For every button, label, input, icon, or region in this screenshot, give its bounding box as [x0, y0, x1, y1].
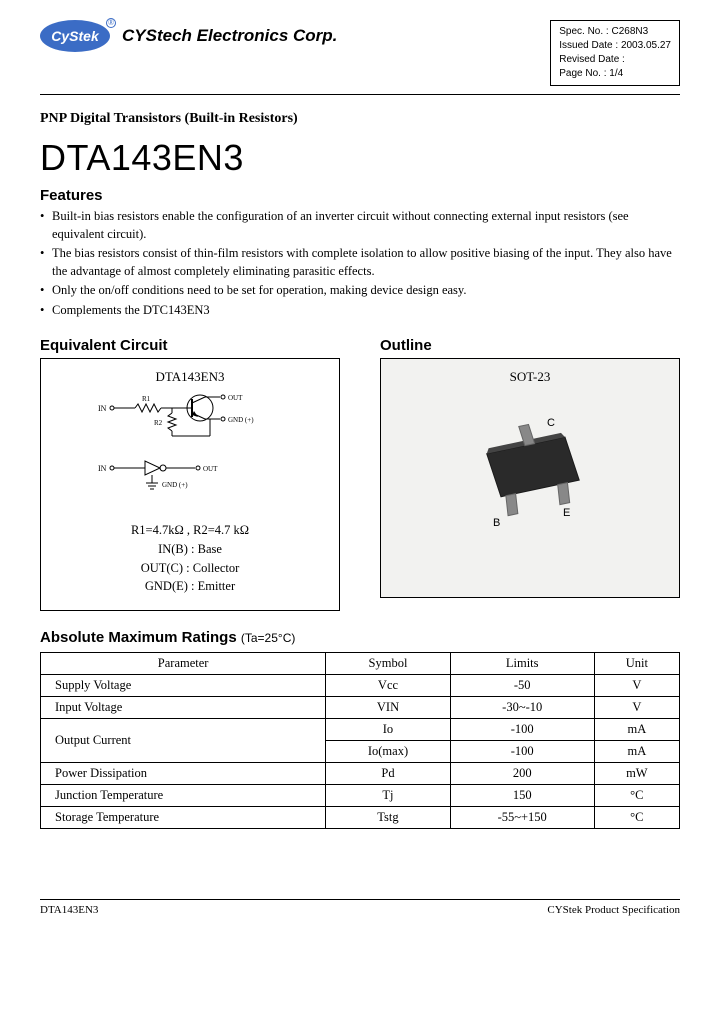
cell-symbol: Pd — [326, 763, 450, 785]
ratings-table: Parameter Symbol Limits Unit Supply Volt… — [40, 652, 680, 829]
page-label: Page No. : — [559, 68, 606, 79]
revised-label: Revised Date : — [559, 54, 625, 65]
equivalent-circuit-column: Equivalent Circuit DTA143EN3 IN R1 — [40, 337, 340, 611]
col-unit: Unit — [594, 653, 679, 675]
document-footer: DTA143EN3 CYStek Product Specification — [40, 899, 680, 916]
cell-param: Input Voltage — [41, 697, 326, 719]
package-title: SOT-23 — [391, 369, 669, 385]
page-value: 1/4 — [609, 68, 623, 79]
cell-unit: mA — [594, 719, 679, 741]
resistor-values: R1=4.7kΩ , R2=4.7 kΩ — [55, 521, 325, 540]
part-number: DTA143EN3 — [40, 137, 680, 179]
sot23-package-drawing: C B E — [455, 395, 605, 535]
cell-symbol: Tstg — [326, 807, 450, 829]
cell-unit: mA — [594, 741, 679, 763]
circuit-diagram: IN R1 OUT GND (+) — [90, 391, 290, 511]
spec-no-value: C268N3 — [611, 26, 648, 37]
pin-b-label: B — [493, 517, 500, 529]
company-logo: CyStek ® — [40, 20, 110, 52]
cell-symbol: Io(max) — [326, 741, 450, 763]
feature-item: Only the on/off conditions need to be se… — [40, 282, 680, 300]
footer-left: DTA143EN3 — [40, 904, 98, 916]
cell-limits: -30~-10 — [450, 697, 594, 719]
col-parameter: Parameter — [41, 653, 326, 675]
cell-unit: V — [594, 697, 679, 719]
outline-box: SOT-23 C B E — [380, 358, 680, 598]
cell-limits: -55~+150 — [450, 807, 594, 829]
pin-gnd-label: GND (+) — [228, 416, 254, 424]
cell-param: Supply Voltage — [41, 675, 326, 697]
cell-limits: 200 — [450, 763, 594, 785]
svg-text:GND (+): GND (+) — [162, 481, 188, 489]
table-row: Output Current Io -100 mA — [41, 719, 680, 741]
document-header: CyStek ® CYStech Electronics Corp. Spec.… — [40, 20, 680, 95]
svg-text:OUT: OUT — [203, 465, 218, 473]
logo-title-group: CyStek ® CYStech Electronics Corp. — [40, 20, 337, 52]
feature-item: Complements the DTC143EN3 — [40, 302, 680, 320]
company-name: CYStech Electronics Corp. — [122, 26, 337, 46]
table-row: Power Dissipation Pd 200 mW — [41, 763, 680, 785]
cell-symbol: Io — [326, 719, 450, 741]
table-row: Supply Voltage Vcc -50 V — [41, 675, 680, 697]
out-pin-desc: OUT(C) : Collector — [55, 559, 325, 578]
cell-param: Power Dissipation — [41, 763, 326, 785]
cell-unit: °C — [594, 785, 679, 807]
cell-limits: -100 — [450, 719, 594, 741]
ratings-heading: Absolute Maximum Ratings (Ta=25°C) — [40, 629, 680, 646]
cell-unit: mW — [594, 763, 679, 785]
col-limits: Limits — [450, 653, 594, 675]
feature-item: The bias resistors consist of thin-film … — [40, 245, 680, 280]
table-header-row: Parameter Symbol Limits Unit — [41, 653, 680, 675]
svg-text:IN: IN — [98, 464, 107, 473]
cell-symbol: VIN — [326, 697, 450, 719]
pin-out-label: OUT — [228, 394, 243, 402]
spec-info-box: Spec. No. : C268N3 Issued Date : 2003.05… — [550, 20, 680, 86]
r1-label: R1 — [142, 395, 151, 403]
gnd-pin-desc: GND(E) : Emitter — [55, 577, 325, 596]
pin-e-label: E — [563, 507, 570, 519]
cell-param: Storage Temperature — [41, 807, 326, 829]
equivalent-circuit-box: DTA143EN3 IN R1 OUT — [40, 358, 340, 611]
r2-label: R2 — [154, 419, 163, 427]
cell-param: Junction Temperature — [41, 785, 326, 807]
table-row: Storage Temperature Tstg -55~+150 °C — [41, 807, 680, 829]
cell-unit: V — [594, 675, 679, 697]
cell-param: Output Current — [41, 719, 326, 763]
ratings-condition: (Ta=25°C) — [241, 631, 296, 645]
cell-limits: -100 — [450, 741, 594, 763]
outline-column: Outline SOT-23 C B E — [380, 337, 680, 611]
equivalent-circuit-heading: Equivalent Circuit — [40, 337, 340, 354]
circuit-title: DTA143EN3 — [55, 369, 325, 385]
in-pin-desc: IN(B) : Base — [55, 540, 325, 559]
logo-text: CyStek — [51, 28, 98, 44]
footer-right: CYStek Product Specification — [547, 904, 680, 916]
col-symbol: Symbol — [326, 653, 450, 675]
outline-heading: Outline — [380, 337, 680, 354]
table-row: Input Voltage VIN -30~-10 V — [41, 697, 680, 719]
circuit-labels: R1=4.7kΩ , R2=4.7 kΩ IN(B) : Base OUT(C)… — [55, 521, 325, 596]
cell-limits: 150 — [450, 785, 594, 807]
issued-value: 2003.05.27 — [621, 40, 671, 51]
features-list: Built-in bias resistors enable the confi… — [40, 208, 680, 319]
cell-unit: °C — [594, 807, 679, 829]
pin-c-label: C — [547, 417, 555, 429]
diagrams-row: Equivalent Circuit DTA143EN3 IN R1 — [40, 337, 680, 611]
cell-limits: -50 — [450, 675, 594, 697]
feature-item: Built-in bias resistors enable the confi… — [40, 208, 680, 243]
pin-in-label: IN — [98, 404, 107, 413]
features-heading: Features — [40, 187, 680, 204]
cell-symbol: Vcc — [326, 675, 450, 697]
table-row: Junction Temperature Tj 150 °C — [41, 785, 680, 807]
product-category: PNP Digital Transistors (Built-in Resist… — [40, 111, 680, 127]
cell-symbol: Tj — [326, 785, 450, 807]
ratings-title: Absolute Maximum Ratings — [40, 629, 237, 646]
issued-label: Issued Date : — [559, 40, 618, 51]
spec-no-label: Spec. No. : — [559, 26, 608, 37]
registered-mark: ® — [106, 18, 116, 28]
